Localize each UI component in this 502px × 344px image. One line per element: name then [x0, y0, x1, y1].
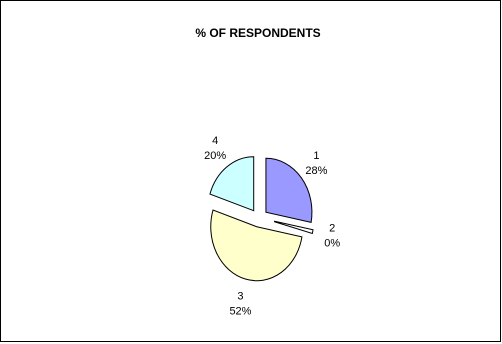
slice-percent-label: 52% [229, 306, 251, 318]
pie-slice-4 [209, 156, 255, 212]
pie-slice-1 [265, 157, 313, 223]
slice-category-label: 4 [212, 135, 218, 147]
pie-slice-3 [210, 209, 303, 282]
pie-slice-2 [273, 220, 314, 235]
slice-percent-label: 0% [324, 237, 340, 249]
slice-percent-label: 28% [305, 165, 327, 177]
slice-percent-label: 20% [204, 150, 226, 162]
slice-category-label: 2 [329, 222, 335, 234]
slice-category-label: 3 [237, 291, 243, 303]
slice-category-label: 1 [313, 150, 319, 162]
chart-title: % OF RESPONDENTS [195, 26, 321, 40]
